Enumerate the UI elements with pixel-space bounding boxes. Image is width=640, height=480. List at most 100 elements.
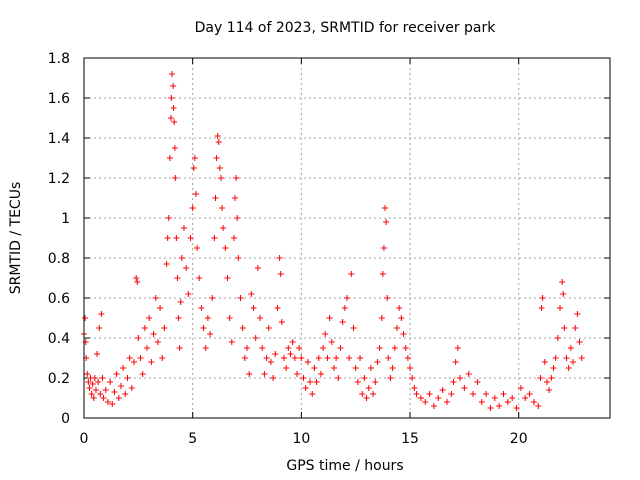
data-point bbox=[169, 71, 176, 77]
data-point bbox=[548, 375, 555, 381]
data-point bbox=[382, 205, 389, 211]
data-point bbox=[574, 311, 581, 317]
data-point bbox=[170, 105, 177, 111]
data-point bbox=[219, 205, 226, 211]
data-point bbox=[294, 371, 301, 377]
data-point bbox=[317, 371, 324, 377]
data-point bbox=[173, 235, 180, 241]
data-point bbox=[200, 325, 207, 331]
data-point bbox=[561, 325, 568, 331]
data-point bbox=[91, 375, 98, 381]
data-point bbox=[307, 379, 314, 385]
data-point bbox=[234, 215, 241, 221]
data-point bbox=[367, 365, 374, 371]
data-point bbox=[228, 339, 235, 345]
data-point bbox=[277, 271, 284, 277]
data-point bbox=[178, 255, 185, 261]
data-point bbox=[202, 345, 209, 351]
x-tick-label: 20 bbox=[510, 431, 528, 447]
data-point bbox=[148, 359, 155, 365]
data-point bbox=[478, 399, 485, 405]
data-point bbox=[567, 345, 574, 351]
data-point bbox=[385, 355, 392, 361]
data-point bbox=[448, 391, 455, 397]
data-point bbox=[263, 355, 270, 361]
data-point bbox=[513, 405, 520, 411]
data-point bbox=[165, 215, 172, 221]
data-point bbox=[504, 399, 511, 405]
data-point bbox=[543, 379, 550, 385]
data-point bbox=[233, 175, 240, 181]
x-tick-labels: 0 5 10 15 20 bbox=[80, 431, 528, 447]
data-point bbox=[452, 359, 459, 365]
data-point bbox=[324, 355, 331, 361]
data-point bbox=[267, 359, 274, 365]
data-point bbox=[359, 391, 366, 397]
data-point bbox=[365, 385, 372, 391]
data-point bbox=[454, 345, 461, 351]
data-point bbox=[554, 335, 561, 341]
data-point bbox=[559, 279, 566, 285]
data-point bbox=[409, 375, 416, 381]
data-point bbox=[86, 385, 93, 391]
data-point bbox=[235, 255, 242, 261]
data-point bbox=[402, 345, 409, 351]
chart-title: Day 114 of 2023, SRMTID for receiver par… bbox=[195, 20, 497, 36]
data-point bbox=[246, 371, 253, 377]
data-point bbox=[289, 339, 296, 345]
data-point bbox=[391, 345, 398, 351]
data-point bbox=[309, 391, 316, 397]
data-point bbox=[357, 355, 364, 361]
data-point bbox=[354, 379, 361, 385]
data-point bbox=[150, 331, 157, 337]
data-point bbox=[272, 351, 279, 357]
data-point bbox=[191, 155, 198, 161]
data-point bbox=[134, 279, 141, 285]
data-point bbox=[430, 403, 437, 409]
data-point bbox=[192, 191, 199, 197]
data-point bbox=[198, 305, 205, 311]
data-point bbox=[185, 291, 192, 297]
data-point bbox=[113, 371, 120, 377]
data-point bbox=[380, 245, 387, 251]
data-point bbox=[280, 355, 287, 361]
data-point bbox=[196, 275, 203, 281]
y-tick-label: 0.2 bbox=[48, 371, 70, 387]
data-points bbox=[81, 71, 585, 411]
data-point bbox=[117, 383, 124, 389]
data-point bbox=[213, 155, 220, 161]
data-point bbox=[241, 355, 248, 361]
data-point bbox=[457, 375, 464, 381]
data-point bbox=[239, 325, 246, 331]
data-point bbox=[157, 305, 164, 311]
data-point bbox=[226, 315, 233, 321]
data-point bbox=[348, 271, 355, 277]
data-point bbox=[404, 355, 411, 361]
data-point bbox=[500, 391, 507, 397]
data-point bbox=[439, 387, 446, 393]
data-point bbox=[261, 371, 268, 377]
data-point bbox=[572, 325, 579, 331]
data-point bbox=[183, 265, 190, 271]
data-point bbox=[133, 275, 140, 281]
data-point bbox=[530, 399, 537, 405]
data-point bbox=[146, 315, 153, 321]
data-point bbox=[313, 379, 320, 385]
data-point bbox=[126, 355, 133, 361]
data-point bbox=[337, 345, 344, 351]
data-point bbox=[541, 359, 548, 365]
grid-lines bbox=[84, 58, 610, 418]
data-point bbox=[491, 395, 498, 401]
data-point bbox=[563, 355, 570, 361]
y-tick-label: 1.4 bbox=[48, 131, 70, 147]
y-tick-label: 1.8 bbox=[48, 51, 70, 67]
data-point bbox=[211, 235, 218, 241]
data-point bbox=[144, 345, 151, 351]
data-point bbox=[88, 391, 95, 397]
data-point bbox=[526, 391, 533, 397]
data-point bbox=[209, 295, 216, 301]
data-point bbox=[254, 265, 261, 271]
data-point bbox=[300, 375, 307, 381]
data-point bbox=[230, 235, 237, 241]
data-point bbox=[252, 335, 259, 341]
